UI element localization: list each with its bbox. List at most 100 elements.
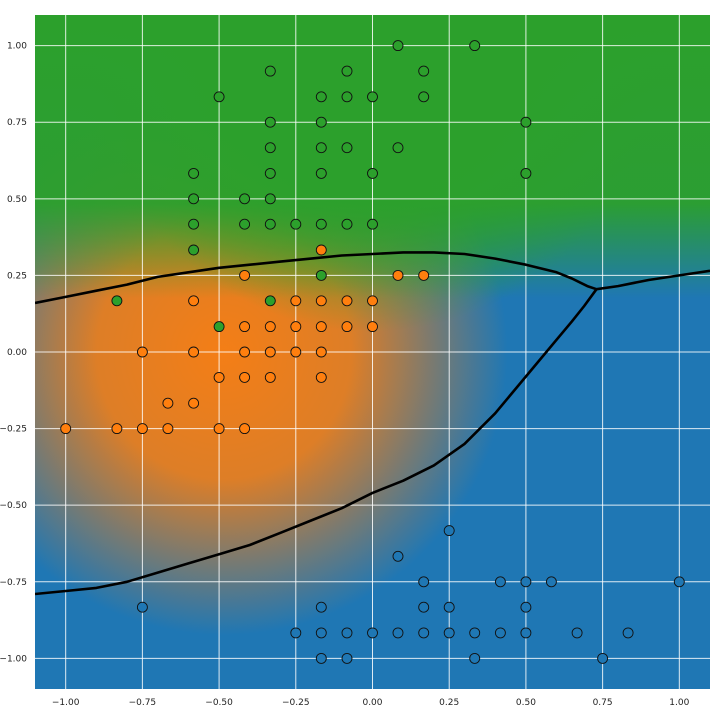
data-point-0-21: [520, 167, 532, 179]
x-tick-label-8: 1.00: [669, 698, 689, 708]
data-point-2-20: [494, 627, 506, 639]
x-tick-label-6: 0.50: [516, 698, 536, 708]
y-tick-label-7: −0.75: [0, 578, 27, 588]
y-tick-label-3: 0.25: [7, 271, 27, 281]
data-point-2-5: [545, 576, 557, 588]
data-point-2-0: [443, 525, 455, 537]
data-point-0-25: [188, 218, 200, 230]
data-point-2-11: [520, 601, 532, 613]
scatter-points: [60, 40, 685, 664]
data-point-1-6: [315, 295, 327, 307]
data-point-1-15: [136, 346, 148, 358]
data-point-2-4: [520, 576, 532, 588]
data-point-2-10: [443, 601, 455, 613]
data-point-0-29: [315, 218, 327, 230]
data-point-0-15: [341, 142, 353, 154]
x-tick-label-5: 0.25: [439, 698, 459, 708]
data-point-0-1: [469, 40, 481, 52]
data-point-2-8: [315, 601, 327, 613]
data-point-1-28: [111, 423, 123, 435]
data-point-2-17: [418, 627, 430, 639]
x-tick-label-4: 0.00: [362, 698, 382, 708]
data-point-2-27: [597, 652, 609, 664]
data-point-2-19: [469, 627, 481, 639]
data-point-0-22: [188, 193, 200, 205]
data-point-0-33: [315, 269, 327, 281]
data-point-1-8: [367, 295, 378, 307]
x-axis-ticks: −1.00 −0.75 −0.50 −0.25 0.00 0.25 0.50 0.75 1.00: [52, 698, 690, 708]
data-point-1-22: [239, 371, 251, 383]
data-point-0-26: [239, 218, 251, 230]
y-tick-label-2: 0.50: [7, 195, 27, 205]
data-point-1-5: [290, 295, 302, 307]
data-point-2-23: [622, 627, 634, 639]
data-point-0-0: [392, 40, 404, 52]
data-point-1-32: [239, 423, 251, 435]
y-tick-label-0: 1.00: [7, 42, 27, 52]
data-point-1-26: [188, 397, 200, 409]
data-point-0-17: [188, 167, 200, 179]
data-point-0-27: [264, 218, 276, 230]
data-point-1-1: [239, 269, 251, 281]
data-point-0-19: [315, 167, 327, 179]
y-tick-label-6: −0.50: [0, 501, 27, 511]
data-point-1-7: [341, 295, 353, 307]
data-point-0-28: [290, 218, 302, 230]
data-point-0-6: [315, 91, 327, 103]
data-point-1-9: [239, 321, 251, 333]
data-point-0-10: [264, 116, 276, 128]
data-point-2-12: [290, 627, 302, 639]
decision-boundaries: [35, 251, 710, 596]
data-point-1-19: [290, 346, 302, 358]
data-point-1-17: [239, 346, 251, 358]
data-point-0-7: [341, 91, 353, 103]
data-point-1-12: [315, 321, 327, 333]
data-point-1-24: [315, 371, 327, 383]
data-point-1-30: [162, 423, 174, 435]
data-point-2-7: [136, 601, 148, 613]
x-tick-label-1: −0.75: [129, 698, 157, 708]
data-point-1-29: [136, 423, 148, 435]
data-point-0-24: [264, 193, 276, 205]
data-point-0-8: [367, 91, 378, 103]
data-point-1-27: [60, 423, 72, 435]
data-point-2-13: [315, 627, 327, 639]
data-point-0-13: [264, 142, 276, 154]
y-tick-label-4: 0.00: [7, 348, 27, 358]
data-point-0-20: [367, 167, 378, 179]
data-point-2-3: [494, 576, 506, 588]
data-point-0-14: [315, 142, 327, 154]
data-point-2-14: [341, 627, 353, 639]
y-tick-label-5: −0.25: [0, 425, 27, 435]
data-point-0-35: [264, 295, 276, 307]
x-tick-label-3: −0.25: [282, 698, 310, 708]
y-axis-ticks: 1.00 0.75 0.50 0.25 0.00 −0.25 −0.50 −0.75 −1.00: [0, 42, 27, 665]
data-point-1-4: [188, 295, 200, 307]
data-point-2-22: [571, 627, 583, 639]
data-point-0-36: [213, 321, 225, 333]
data-point-2-1: [392, 550, 404, 562]
data-point-2-25: [341, 652, 353, 664]
data-point-1-0: [315, 244, 327, 256]
data-point-1-10: [264, 321, 276, 333]
data-point-1-21: [213, 371, 225, 383]
data-point-0-5: [213, 91, 225, 103]
data-point-1-16: [188, 346, 200, 358]
data-point-1-11: [290, 321, 302, 333]
x-tick-label-2: −0.50: [205, 698, 233, 708]
data-point-2-9: [418, 601, 430, 613]
data-point-0-30: [341, 218, 353, 230]
data-point-0-11: [315, 116, 327, 128]
plot-area: [35, 15, 710, 689]
data-point-2-16: [392, 627, 404, 639]
data-point-0-16: [392, 142, 404, 154]
data-point-2-2: [418, 576, 430, 588]
y-tick-label-8: −1.00: [0, 654, 27, 664]
decision-boundary-1: [35, 288, 598, 596]
data-point-0-31: [367, 218, 378, 230]
data-point-0-23: [239, 193, 251, 205]
data-point-1-2: [392, 269, 404, 281]
y-tick-label-1: 0.75: [7, 118, 27, 128]
data-point-0-2: [264, 65, 276, 77]
